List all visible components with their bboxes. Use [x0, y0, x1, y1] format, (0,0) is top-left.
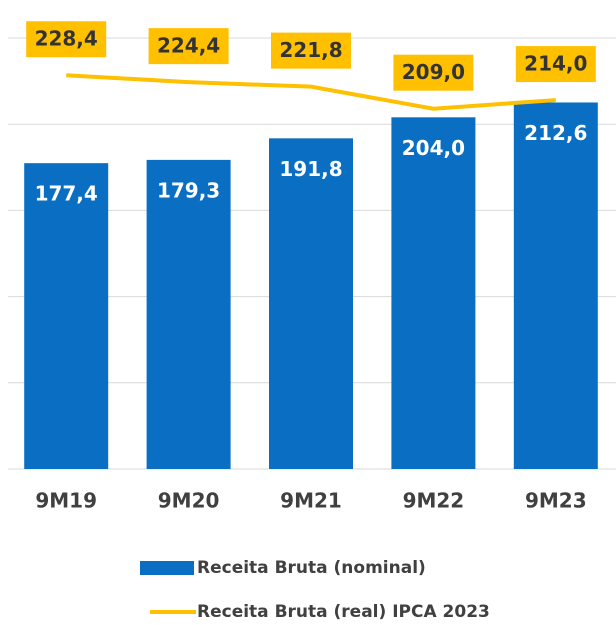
bar: [513, 102, 598, 469]
legend-label: Receita Bruta (nominal): [197, 558, 426, 578]
bar: [146, 159, 231, 470]
bar: [24, 163, 109, 469]
bar-value-label: 179,3: [157, 178, 220, 202]
x-tick-label: 9M19: [35, 489, 97, 513]
bar: [391, 117, 476, 469]
line-value-label: 209,0: [402, 60, 465, 84]
line-value-label: 228,4: [35, 27, 98, 51]
bar-value-label: 177,4: [35, 182, 98, 206]
bar: [269, 138, 353, 470]
x-tick-label: 9M20: [158, 489, 220, 513]
line-value-label: 221,8: [279, 38, 342, 62]
line: [66, 73, 556, 111]
line-value-label: 214,0: [524, 52, 587, 76]
legend-label: Receita Bruta (real) IPCA 2023: [197, 602, 490, 622]
bar-value-label: 212,6: [524, 121, 587, 145]
bar-value-label: 191,8: [279, 157, 342, 181]
value-label-box: [148, 28, 229, 65]
value-label-box: [271, 32, 351, 69]
value-label-box: [26, 21, 107, 58]
x-tick-label: 9M21: [280, 489, 342, 513]
value-label-box: [393, 54, 474, 91]
legend-swatch: [140, 561, 194, 575]
bar-value-label: 204,0: [402, 136, 465, 160]
x-tick-label: 9M22: [403, 489, 465, 513]
value-label-box: [515, 46, 596, 83]
line-value-label: 224,4: [157, 34, 220, 58]
x-tick-label: 9M23: [525, 489, 587, 513]
